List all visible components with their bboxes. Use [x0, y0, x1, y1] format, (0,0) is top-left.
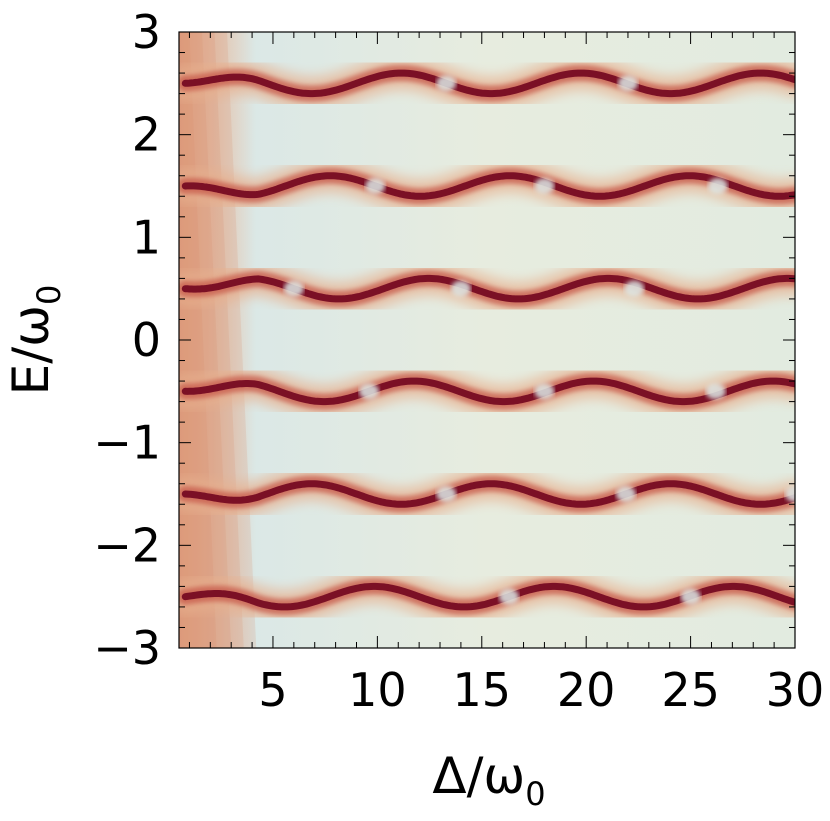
band-layer	[179, 56, 795, 624]
band-crossing	[624, 280, 645, 297]
band-crossing	[705, 383, 726, 400]
x-tick-label: 20	[557, 663, 616, 717]
y-tick-label: 0	[132, 313, 161, 367]
band-line	[181, 69, 795, 98]
x-tick-label: 15	[453, 663, 512, 717]
y-axis-label: E/ω0	[2, 285, 68, 396]
band	[179, 56, 795, 111]
band	[179, 466, 795, 522]
x-tick-label: 5	[258, 663, 287, 717]
band-line	[181, 172, 795, 200]
plot-area	[179, 32, 795, 648]
band-crossing	[450, 280, 471, 297]
band-crossing	[436, 75, 457, 92]
x-tick-label: 10	[348, 663, 407, 717]
band-crossing	[436, 486, 457, 502]
x-axis-label: Δ/ω0	[432, 747, 545, 813]
band-crossing	[615, 486, 636, 502]
y-tick-label: 1	[132, 210, 161, 264]
y-tick-label: −2	[93, 518, 161, 572]
band	[179, 364, 795, 419]
x-tick-label: 25	[661, 663, 720, 717]
band-crossing	[359, 383, 380, 400]
y-tick-label: 2	[132, 108, 161, 162]
band-line	[181, 377, 795, 406]
band	[179, 158, 795, 214]
left-glow	[179, 32, 257, 648]
band-crossing	[534, 383, 555, 400]
band-crossing	[534, 178, 555, 194]
band	[179, 261, 795, 316]
y-tick-label: 3	[132, 5, 161, 59]
band-crossing	[365, 178, 386, 194]
band-crossing	[283, 280, 304, 297]
band	[179, 569, 795, 624]
band-crossing	[785, 486, 795, 502]
band-crossing	[680, 588, 701, 605]
heatmap-background	[179, 32, 795, 648]
band-line	[181, 480, 795, 508]
y-tick-label: −3	[93, 621, 161, 675]
y-tick-label: −1	[93, 416, 161, 470]
band-crossing	[498, 588, 519, 605]
ticks	[179, 31, 796, 649]
x-tick-label: 30	[766, 663, 825, 717]
band-crossing	[617, 75, 638, 92]
band-crossing	[707, 178, 728, 194]
